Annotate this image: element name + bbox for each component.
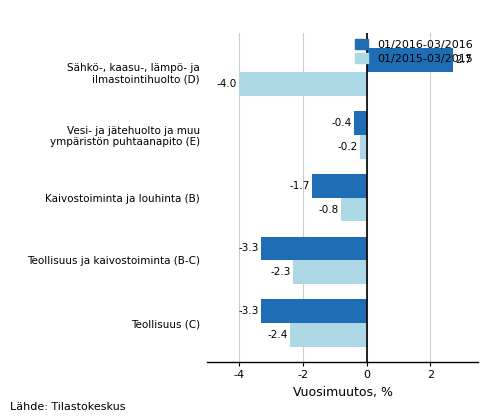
- Text: -2.3: -2.3: [271, 267, 291, 277]
- Bar: [341, 198, 367, 221]
- X-axis label: Vuosimuutos, %: Vuosimuutos, %: [293, 386, 392, 399]
- Text: -0.8: -0.8: [318, 205, 339, 215]
- Bar: [313, 174, 367, 198]
- Bar: [290, 323, 367, 347]
- Text: Lähde: Tilastokeskus: Lähde: Tilastokeskus: [10, 402, 125, 412]
- Bar: [261, 299, 367, 323]
- Text: 2.7: 2.7: [455, 55, 471, 65]
- Text: -2.4: -2.4: [267, 330, 288, 340]
- Bar: [354, 111, 367, 135]
- Text: -1.7: -1.7: [290, 181, 310, 191]
- Bar: [261, 237, 367, 260]
- Text: -3.3: -3.3: [239, 243, 259, 253]
- Text: -0.4: -0.4: [331, 118, 352, 128]
- Text: -0.2: -0.2: [338, 142, 358, 152]
- Bar: [360, 135, 367, 158]
- Bar: [367, 48, 453, 72]
- Legend: 01/2016-03/2016, 01/2015-03/2015: 01/2016-03/2016, 01/2015-03/2015: [354, 39, 473, 64]
- Bar: [239, 72, 367, 96]
- Text: -3.3: -3.3: [239, 306, 259, 316]
- Bar: [293, 260, 367, 284]
- Text: -4.0: -4.0: [216, 79, 237, 89]
